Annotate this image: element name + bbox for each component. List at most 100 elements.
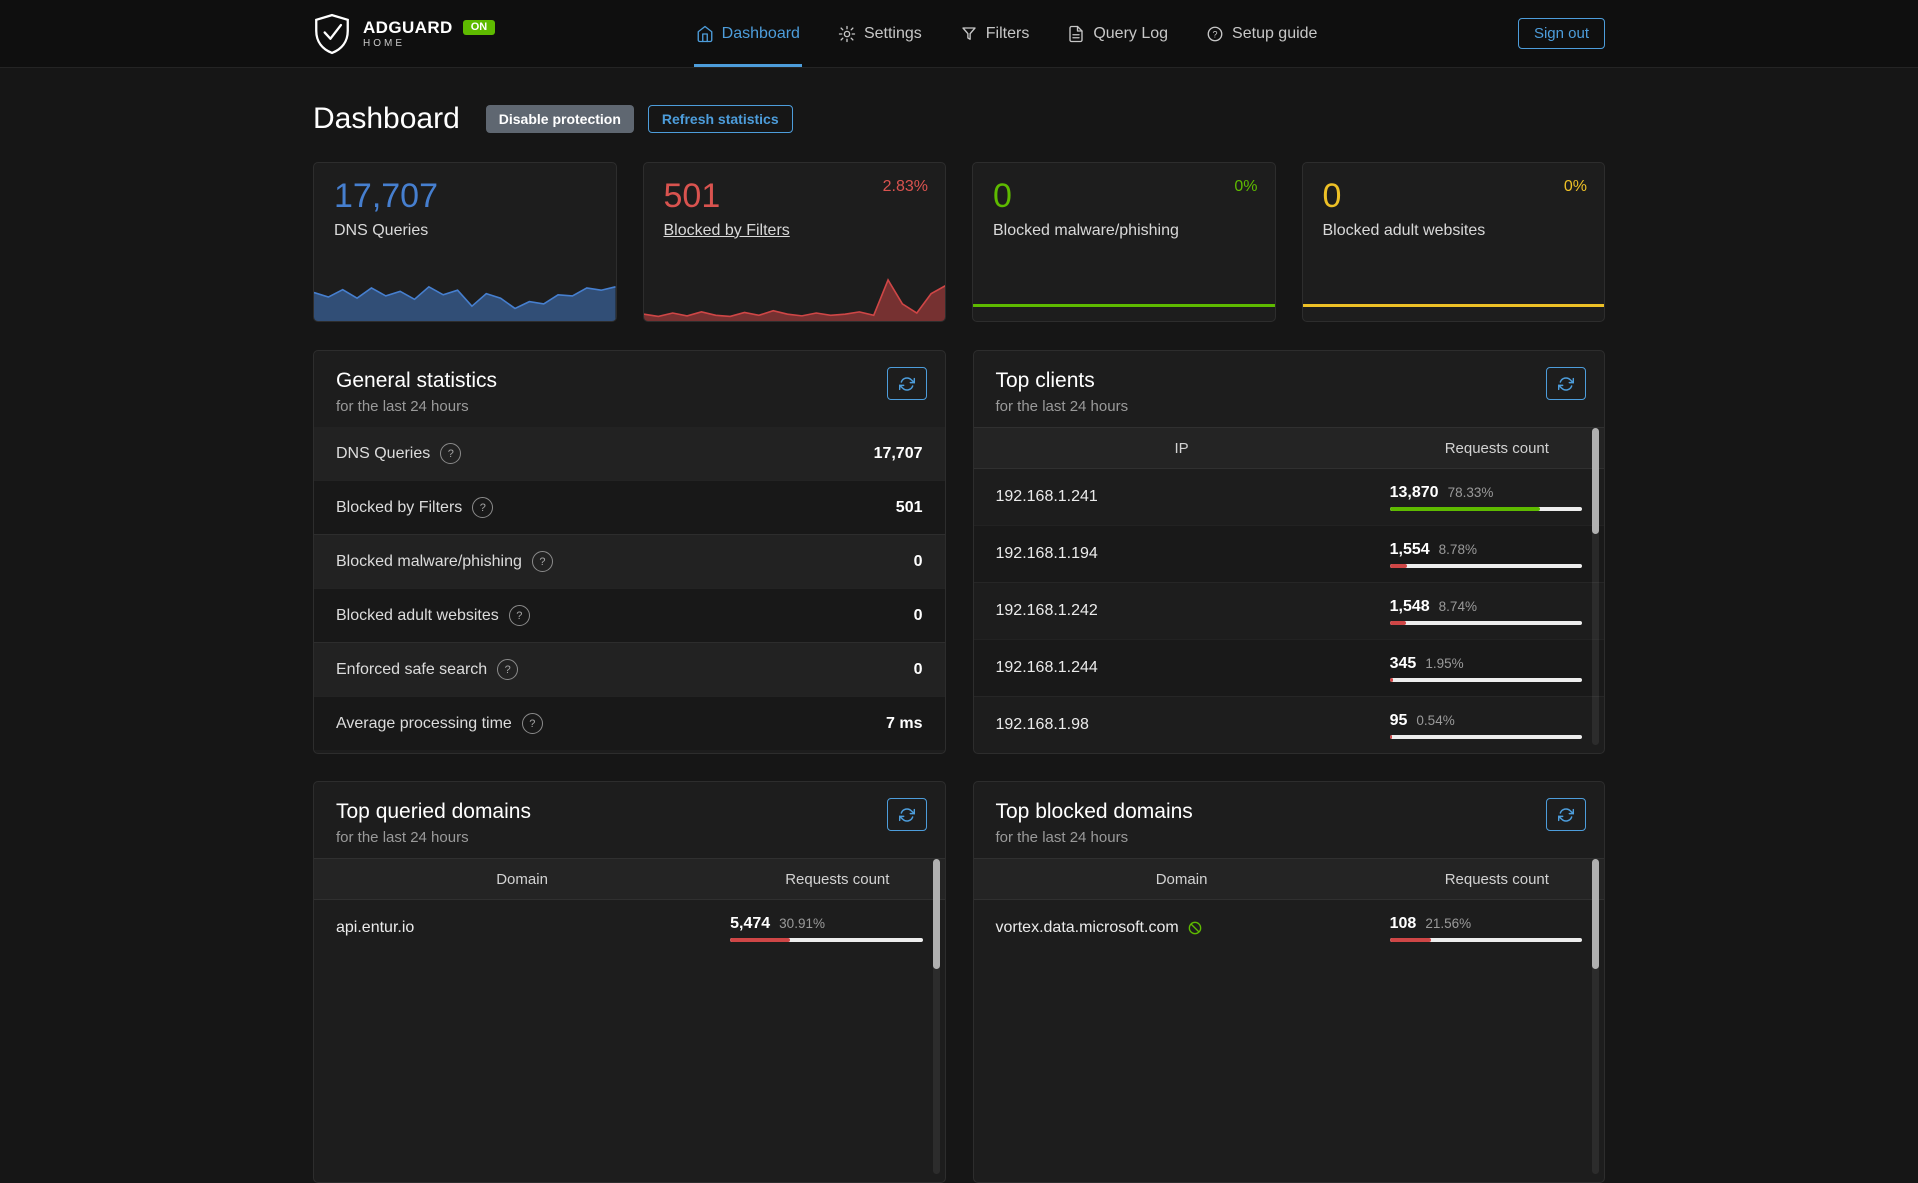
nav-item-filters[interactable]: Filters <box>958 0 1032 67</box>
nav-item-dashboard[interactable]: Dashboard <box>693 0 802 67</box>
nav-item-setup-guide[interactable]: ? Setup guide <box>1204 0 1319 67</box>
table-row: Blocked malware/phishing? 0 <box>314 534 945 588</box>
help-icon[interactable]: ? <box>508 605 530 626</box>
refresh-statistics-button[interactable]: Refresh statistics <box>647 105 793 133</box>
card-title: General statistics <box>336 369 498 392</box>
stat-row-value: 17,707 <box>873 444 923 462</box>
table-col-left: IP <box>1174 439 1189 457</box>
table-row: 192.168.1.98 95 0.54% <box>973 696 1604 753</box>
top-queried-domains-card: Top queried domains for the last 24 hour… <box>313 781 946 1183</box>
refresh-button[interactable] <box>1546 367 1586 400</box>
dashboard-page: Dashboard Disable protection Refresh sta… <box>313 102 1605 1183</box>
refresh-button[interactable] <box>1546 798 1586 831</box>
refresh-button[interactable] <box>886 798 927 831</box>
stat-card: 501 Blocked by Filters 2.83% <box>642 162 946 322</box>
table-row-name: 192.168.1.194 <box>995 545 1098 562</box>
brand-name: ADGUARD <box>363 17 453 37</box>
top-nav: ADGUARD ON HOME Dashboard Settings Filters… <box>0 0 1918 68</box>
top-clients-card: Top clients for the last 24 hours IP Requ… <box>972 350 1605 754</box>
stat-flatline-chart <box>1302 304 1604 307</box>
progress-bar <box>1389 563 1582 568</box>
table-row-name: 192.168.1.242 <box>995 602 1098 619</box>
scrollbar[interactable] <box>1592 428 1599 745</box>
progress-bar <box>1389 937 1582 942</box>
general-statistics-table: DNS Queries? 17,707 Blocked by Filters? 501… <box>314 427 945 750</box>
stat-flatline-chart <box>973 304 1275 307</box>
help-icon[interactable]: ? <box>497 659 519 680</box>
table-row: Blocked by Filters? 501 <box>314 480 945 534</box>
nav-item-label: Setup guide <box>1232 24 1318 42</box>
table-col-right: Requests count <box>785 870 890 888</box>
progress-bar <box>1389 734 1582 739</box>
stat-percent: 0% <box>1563 178 1587 195</box>
progress-bar <box>1389 506 1582 511</box>
top-queried-domains-table: Domain Requests count api.entur.io 5,474 30.… <box>314 858 945 956</box>
card-subtitle: for the last 24 hours <box>995 398 1129 415</box>
card-title: Top queried domains <box>336 800 531 823</box>
adguard-home-logo[interactable]: ADGUARD ON HOME <box>313 13 496 55</box>
stat-label: Blocked malware/phishing <box>993 221 1179 239</box>
table-header: Domain Requests count <box>314 858 945 900</box>
page-header: Dashboard Disable protection Refresh sta… <box>313 102 1605 136</box>
statistics-row: General statistics for the last 24 hours… <box>313 350 1605 754</box>
stat-row-value: 7 ms <box>886 714 923 732</box>
scrollbar-thumb[interactable] <box>932 859 940 969</box>
help-icon[interactable]: ? <box>472 497 494 518</box>
scrollbar[interactable] <box>932 859 940 1174</box>
page-title: Dashboard <box>313 102 460 135</box>
help-icon[interactable]: ? <box>521 713 543 734</box>
protection-on-badge: ON <box>462 19 496 35</box>
table-row: 192.168.1.242 1,548 8.74% <box>973 582 1604 639</box>
refresh-icon <box>898 807 915 823</box>
requests-count: 1,548 <box>1389 597 1430 615</box>
disable-protection-button[interactable]: Disable protection <box>485 105 634 133</box>
nav-item-query-log[interactable]: Query Log <box>1065 0 1170 67</box>
general-statistics-card: General statistics for the last 24 hours… <box>313 350 946 754</box>
stat-row-label: Enforced safe search <box>336 660 488 678</box>
domains-row: Top queried domains for the last 24 hour… <box>313 781 1605 1183</box>
progress-bar <box>730 937 923 942</box>
nav-item-label: Settings <box>863 24 922 42</box>
stat-row-label: Blocked malware/phishing <box>336 552 522 570</box>
help-icon[interactable]: ? <box>440 443 462 464</box>
table-row-name: 192.168.1.98 <box>995 716 1089 733</box>
refresh-icon <box>898 376 915 392</box>
stat-label[interactable]: Blocked by Filters <box>663 221 790 239</box>
stat-value: 17,707 <box>334 177 438 215</box>
filters-icon <box>960 25 978 43</box>
stat-value: 0 <box>993 177 1012 215</box>
table-header: Domain Requests count <box>973 858 1604 900</box>
scrollbar[interactable] <box>1592 859 1599 1174</box>
query-log-icon <box>1067 25 1085 43</box>
table-row: DNS Queries? 17,707 <box>314 427 945 480</box>
stat-row-label: Blocked by Filters <box>336 498 463 516</box>
dashboard-icon <box>696 25 714 43</box>
nav-item-settings[interactable]: Settings <box>836 0 924 67</box>
stats-overview-cards: 17,707 DNS Queries 501 Blocked by Filters 2.… <box>313 162 1605 322</box>
top-blocked-domains-card: Top blocked domains for the last 24 hour… <box>972 781 1605 1183</box>
stat-row-value: 501 <box>895 498 923 516</box>
requests-percent: 21.56% <box>1425 915 1472 931</box>
card-subtitle: for the last 24 hours <box>336 398 469 415</box>
requests-percent: 78.33% <box>1447 484 1494 500</box>
scrollbar-thumb[interactable] <box>1592 859 1599 969</box>
table-col-left: Domain <box>1155 870 1208 888</box>
progress-bar <box>1389 620 1582 625</box>
table-row: Average processing time? 7 ms <box>314 696 945 750</box>
stat-row-label: Blocked adult websites <box>336 606 499 624</box>
table-row-name: api.entur.io <box>336 919 415 936</box>
sign-out-button[interactable]: Sign out <box>1517 18 1605 49</box>
scrollbar-thumb[interactable] <box>1592 428 1599 534</box>
stat-row-label: Average processing time <box>336 714 512 732</box>
table-col-left: Domain <box>496 870 548 888</box>
main-nav: Dashboard Settings Filters Query Log ? Setup … <box>495 0 1518 67</box>
refresh-button[interactable] <box>886 367 927 400</box>
refresh-icon <box>1558 376 1574 392</box>
table-col-right: Requests count <box>1444 870 1549 888</box>
table-row: Enforced safe search? 0 <box>314 642 945 696</box>
help-icon[interactable]: ? <box>531 551 553 572</box>
progress-bar <box>1389 677 1582 682</box>
stat-sparkline-chart <box>643 261 945 321</box>
table-row: 192.168.1.241 13,870 78.33% <box>974 469 1605 525</box>
requests-count: 13,870 <box>1389 483 1439 501</box>
